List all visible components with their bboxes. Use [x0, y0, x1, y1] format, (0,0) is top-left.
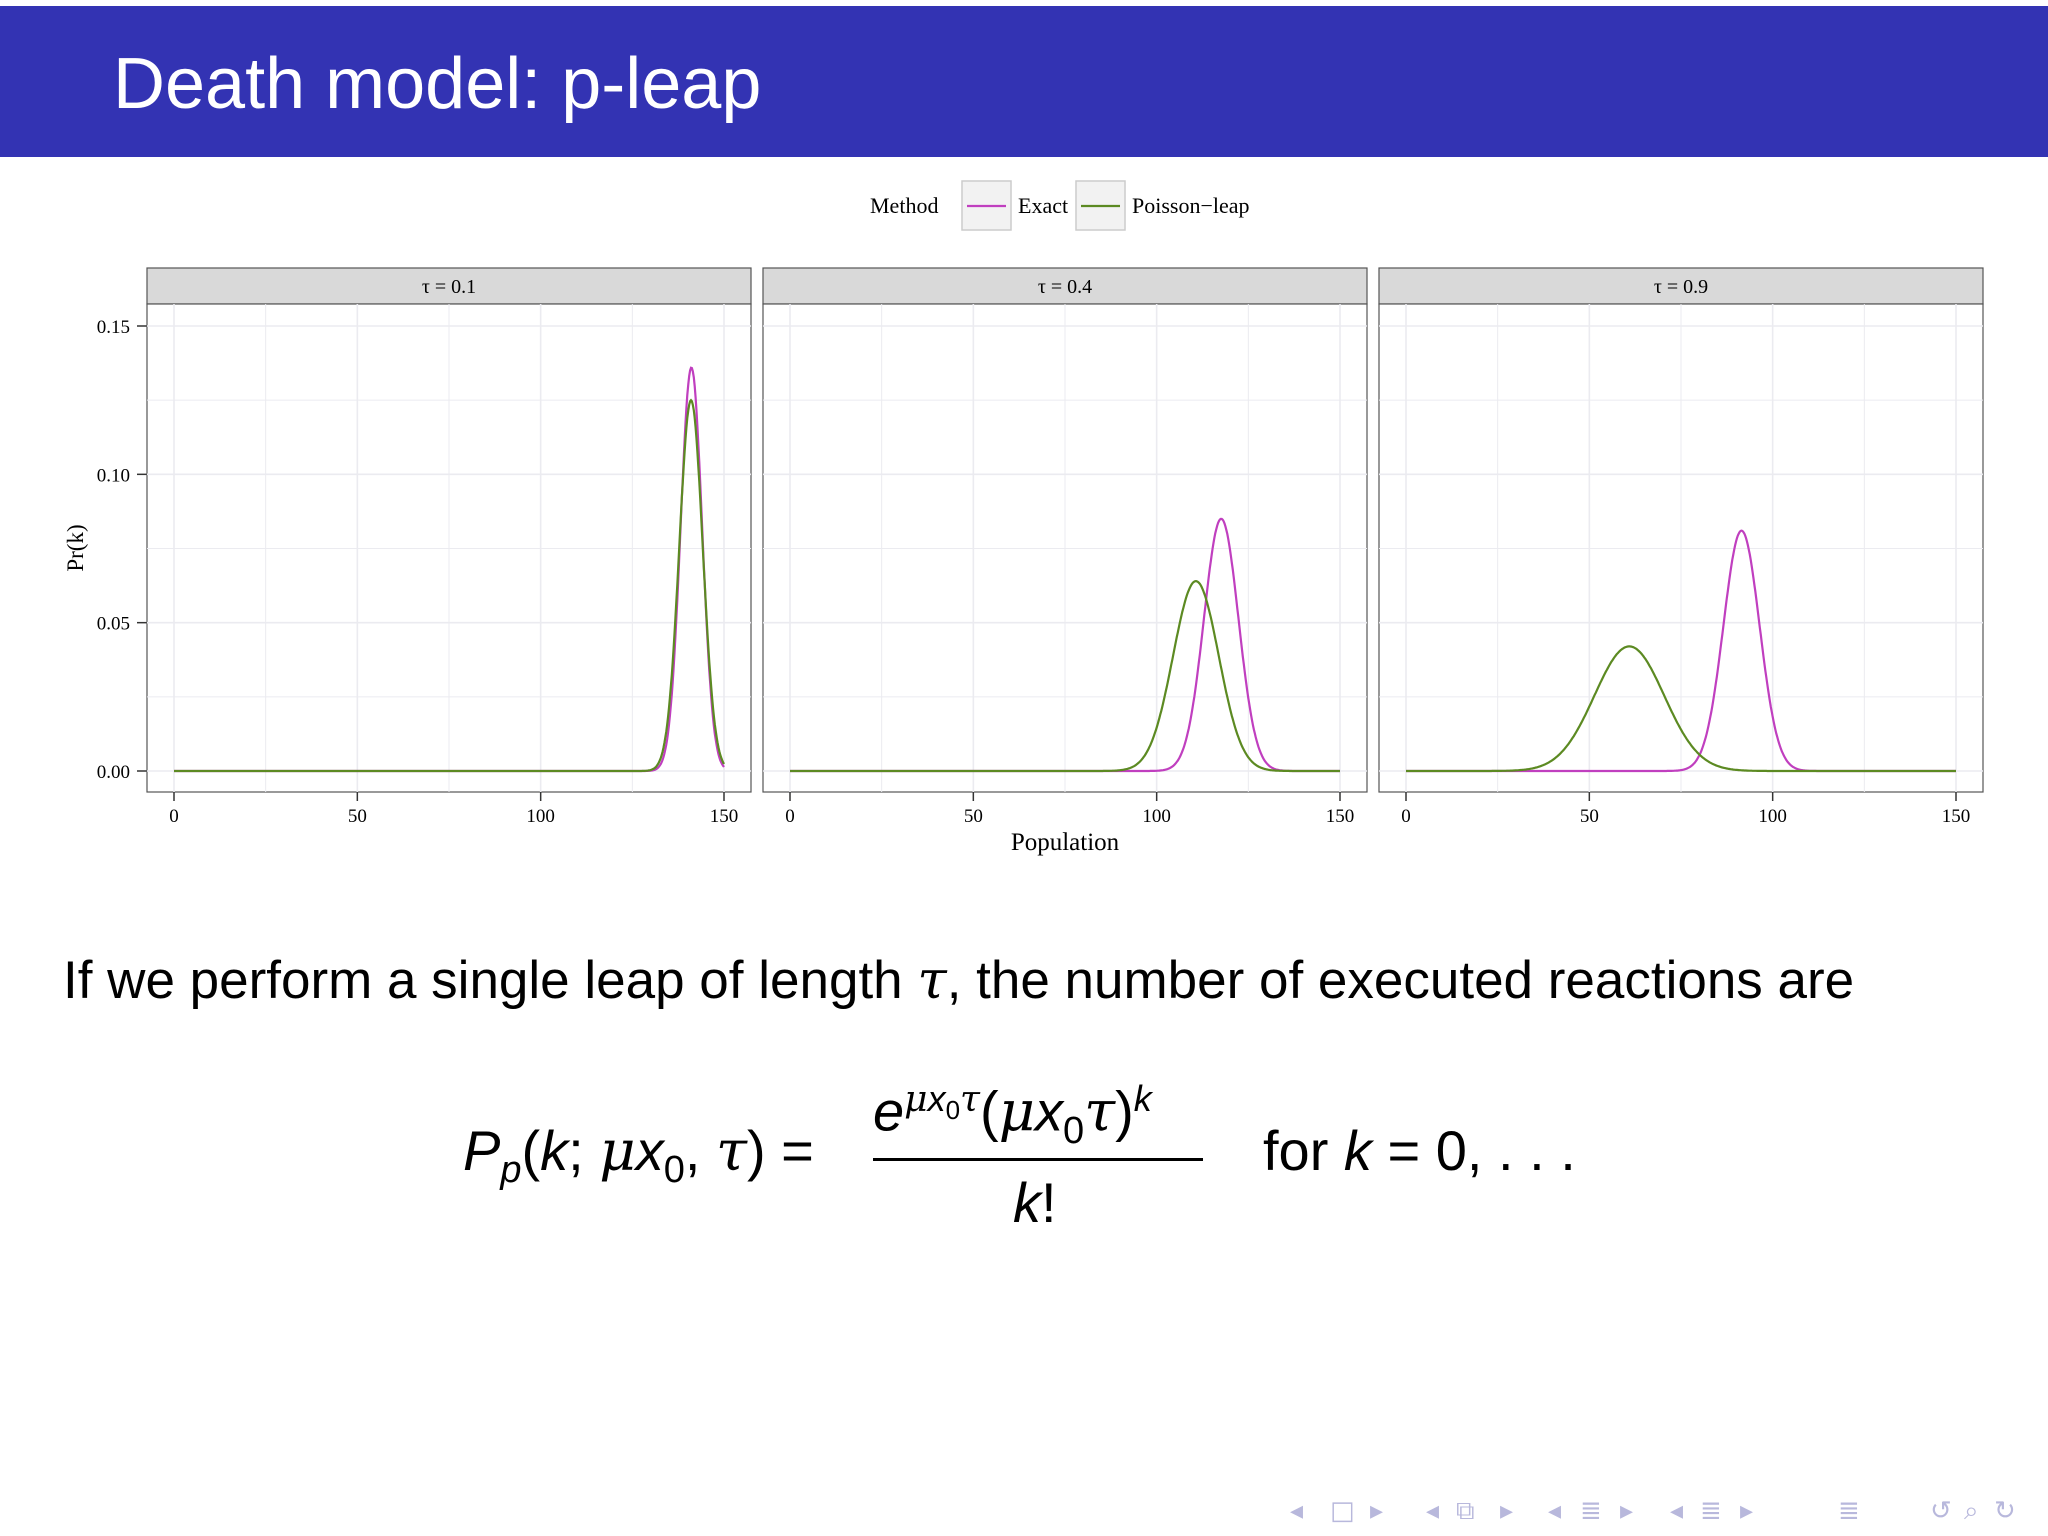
legend-title: Method	[870, 193, 938, 218]
x-tick-label: 100	[1142, 806, 1171, 827]
nav-search-icon[interactable]: ⌕	[1964, 1496, 1979, 1526]
facet-strip-label: τ = 0.4	[1038, 276, 1092, 298]
sentence-end: , the number of executed reactions are	[946, 951, 1855, 1010]
series-line-poisson-leap	[174, 398, 725, 773]
y-tick-label: 0.10	[97, 465, 130, 486]
legend-label-0: Exact	[1018, 193, 1068, 218]
x-tick-label: 100	[1758, 806, 1787, 827]
formula-condition: for k = 0, . . .	[1263, 1119, 1576, 1182]
nav-redo-icon[interactable]: ↻	[1994, 1496, 2016, 1526]
nav-next-frame-icon[interactable]: ▸	[1370, 1496, 1384, 1526]
nav-outline-icon[interactable]: ≣	[1838, 1496, 1860, 1526]
nav-next-section-icon[interactable]: ▸	[1620, 1496, 1634, 1526]
series-line-poisson-leap	[790, 579, 1340, 773]
slide-title: Death model: p-leap	[113, 44, 762, 124]
series-line-poisson-leap	[1406, 645, 1956, 773]
y-tick-label: 0.15	[97, 317, 130, 338]
x-tick-label: 50	[348, 806, 367, 827]
sentence-start: If we perform a single leap of length	[63, 951, 918, 1010]
nav-section-icon[interactable]: ≣	[1580, 1496, 1602, 1526]
title-bar	[0, 6, 2048, 157]
nav-undo-icon[interactable]: ↺	[1930, 1496, 1952, 1526]
x-tick-label: 50	[964, 806, 983, 827]
nav-next-subsection-icon[interactable]: ▸	[1500, 1496, 1514, 1526]
y-tick-label: 0.00	[97, 762, 130, 783]
tau-symbol: τ	[917, 950, 947, 1011]
x-tick-label: 100	[526, 806, 555, 827]
nav-prev-section2-icon[interactable]: ◂	[1670, 1496, 1684, 1526]
nav-prev-frame-icon[interactable]: ◂	[1290, 1496, 1304, 1526]
faceted-line-chart: Method Exact Poisson−leap Pr(k) Population 0.…	[63, 180, 1984, 856]
nav-prev-subsection-icon[interactable]: ◂	[1426, 1496, 1440, 1526]
y-tick-label: 0.05	[97, 614, 130, 635]
facet-strip-label: τ = 0.1	[422, 276, 476, 298]
x-tick-label: 50	[1580, 806, 1599, 827]
facet-strip	[1378, 267, 1984, 305]
nav-next-section2-icon[interactable]: ▸	[1740, 1496, 1754, 1526]
formula-lhs: Pp(k; μx0, τ) =	[463, 1119, 814, 1192]
legend-label-1: Poisson−leap	[1132, 193, 1250, 218]
formula-denominator: k!	[1013, 1171, 1057, 1234]
x-axis-label: Population	[1011, 829, 1120, 856]
facet-strip	[146, 267, 752, 305]
nav-prev-section-icon[interactable]: ◂	[1548, 1496, 1562, 1526]
x-tick-label: 150	[1942, 806, 1971, 827]
formula-numerator: eμx0τ(μx0τ)k	[873, 1078, 1152, 1152]
y-axis-label: Pr(k)	[63, 524, 88, 571]
x-tick-label: 0	[169, 806, 179, 827]
x-tick-label: 0	[785, 806, 795, 827]
body-sentence: If we perform a single leap of length τ,…	[63, 950, 1855, 1011]
fraction-bar	[873, 1158, 1203, 1161]
nav-subsection-icon[interactable]: ⧉	[1456, 1496, 1475, 1526]
x-tick-label: 150	[710, 806, 739, 827]
x-tick-label: 150	[1326, 806, 1355, 827]
nav-section2-icon[interactable]: ≣	[1700, 1496, 1722, 1526]
facet-strip-label: τ = 0.9	[1654, 276, 1708, 298]
nav-frame-icon[interactable]: □	[1330, 1496, 1355, 1526]
x-tick-label: 0	[1401, 806, 1411, 827]
facet-strip	[762, 267, 1368, 305]
